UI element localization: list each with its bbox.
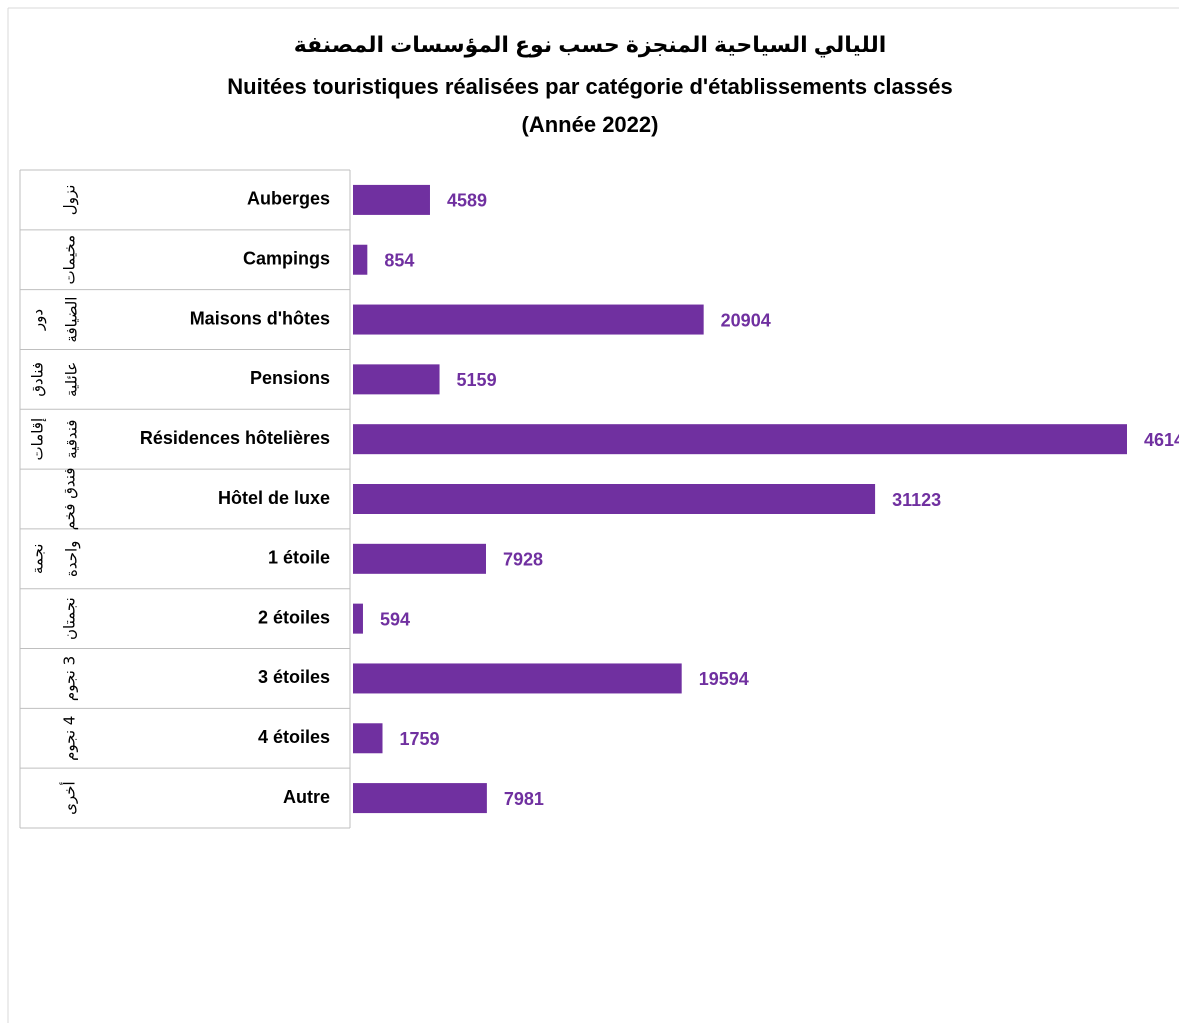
- value-label: 46140: [1144, 430, 1179, 450]
- value-label: 4589: [447, 191, 487, 211]
- bar: [353, 603, 363, 634]
- chart-title: الليالي السياحية المنجزة حسب نوع المؤسسا…: [294, 32, 887, 58]
- value-label: 1759: [400, 729, 440, 749]
- bar: [353, 484, 876, 514]
- value-label: 31123: [892, 490, 941, 510]
- category-label: Hôtel de luxe: [218, 488, 330, 508]
- bar: [353, 783, 487, 814]
- bar: [353, 244, 368, 275]
- value-label: 5159: [457, 370, 497, 390]
- bar: [353, 543, 486, 574]
- value-label: 594: [380, 609, 410, 629]
- group-label: واحدة: [63, 541, 81, 577]
- group-label: فندق فخم: [61, 468, 79, 531]
- bar: [353, 723, 383, 754]
- group-label: دور: [29, 309, 47, 331]
- group-label: نجمتان: [61, 597, 79, 640]
- bar: [353, 663, 682, 694]
- group-label: نجمة: [29, 544, 47, 575]
- group-label: إقامات: [29, 418, 47, 461]
- bar: [353, 184, 430, 215]
- category-label: Pensions: [250, 368, 330, 388]
- group-label: أخرى: [60, 781, 79, 814]
- value-label: 20904: [721, 310, 771, 330]
- bar: [353, 364, 440, 395]
- category-label: 1 étoile: [268, 548, 330, 568]
- category-label: Auberges: [247, 189, 330, 209]
- category-label: 3 étoiles: [258, 667, 330, 687]
- category-label: Campings: [243, 248, 330, 268]
- value-label: 7981: [504, 789, 544, 809]
- category-label: 2 étoiles: [258, 607, 330, 627]
- category-label: 4 étoiles: [258, 727, 330, 747]
- group-label: نزول: [61, 185, 79, 216]
- chart-title: Nuitées touristiques réalisées par catég…: [227, 74, 952, 99]
- group-label: 4 نجوم: [61, 716, 79, 761]
- value-label: 854: [384, 250, 414, 270]
- group-label: مخيمات: [61, 235, 79, 285]
- category-label: Maisons d'hôtes: [190, 308, 330, 328]
- bar: [353, 424, 1127, 455]
- group-label: فندقية: [63, 420, 81, 459]
- group-label: فنادق: [29, 362, 47, 397]
- chart-title: (Année 2022): [522, 112, 659, 137]
- category-label: Autre: [283, 787, 330, 807]
- group-label: 3 نجوم: [61, 656, 79, 701]
- bar: [353, 304, 704, 335]
- value-label: 7928: [503, 550, 543, 570]
- category-label: Résidences hôtelières: [140, 428, 330, 448]
- group-label: عائلية: [63, 362, 81, 397]
- value-label: 19594: [699, 669, 749, 689]
- group-label: الضيافة: [63, 297, 81, 343]
